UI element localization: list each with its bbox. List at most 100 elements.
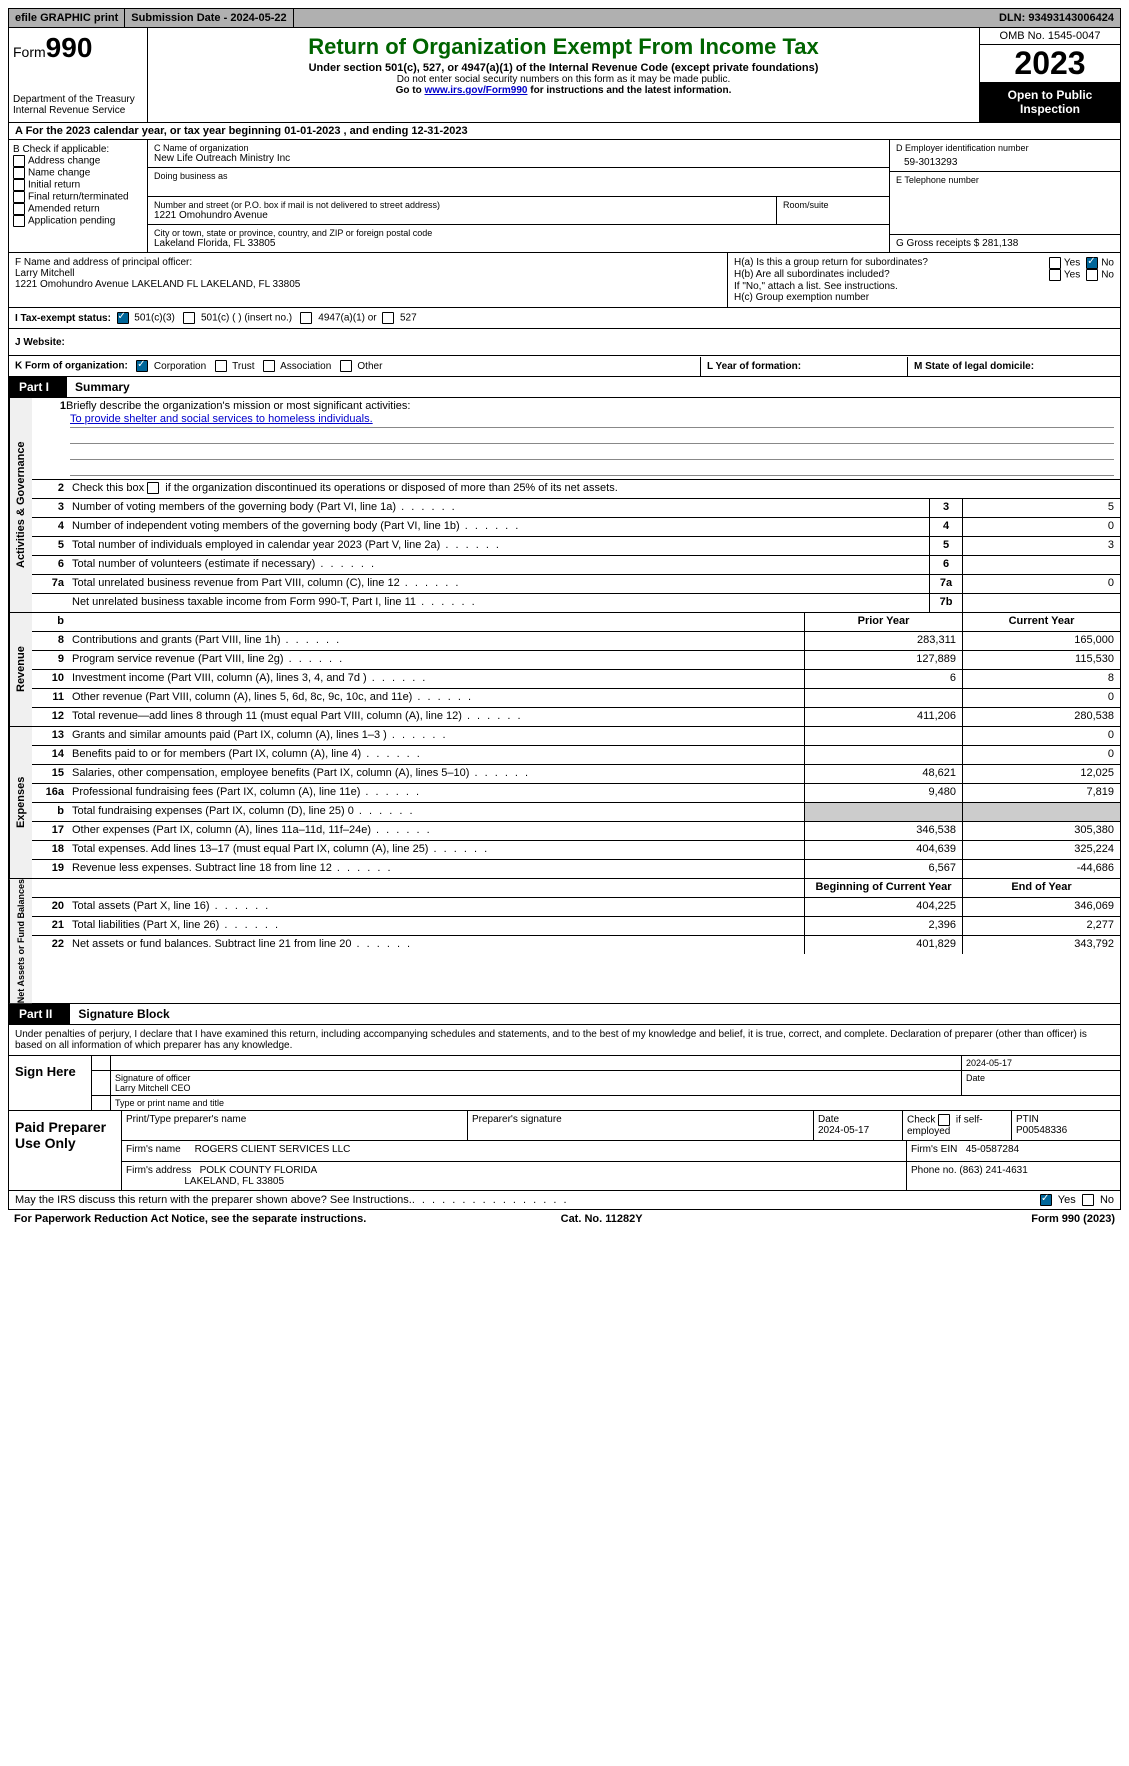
cb-other[interactable]: Other — [340, 361, 383, 372]
form-subtitle: Under section 501(c), 527, or 4947(a)(1)… — [152, 62, 975, 74]
cb-assoc[interactable]: Association — [263, 361, 331, 372]
form-number: Form990 — [13, 32, 143, 64]
header-mid: Return of Organization Exempt From Incom… — [148, 28, 979, 122]
paid-preparer-label: Paid Preparer Use Only — [9, 1111, 122, 1190]
table-row: 22Net assets or fund balances. Subtract … — [32, 936, 1120, 954]
firm-ein: 45-0587284 — [966, 1144, 1019, 1155]
irs-link[interactable]: www.irs.gov/Form990 — [424, 85, 527, 96]
firm-addr2: LAKELAND, FL 33805 — [184, 1176, 284, 1187]
table-row: 6Total number of volunteers (estimate if… — [32, 556, 1120, 575]
omb-number: OMB No. 1545-0047 — [980, 28, 1120, 45]
cb-corp[interactable]: Corporation — [136, 361, 206, 372]
form-header: Form990 Department of the Treasury Inter… — [8, 28, 1121, 123]
vlabel-expenses: Expenses — [9, 727, 32, 878]
section-klm: K Form of organization: Corporation Trus… — [9, 355, 1120, 376]
header-right: OMB No. 1545-0047 2023 Open to Public In… — [979, 28, 1120, 122]
section-i: I Tax-exempt status: 501(c)(3) 501(c) ( … — [9, 307, 1120, 328]
discuss-no[interactable]: No — [1082, 1194, 1114, 1206]
efile-print[interactable]: efile GRAPHIC print — [9, 9, 125, 27]
sign-date: 2024-05-17 — [962, 1056, 1120, 1070]
cat-no: Cat. No. 11282Y — [561, 1213, 643, 1225]
table-row: 14Benefits paid to or for members (Part … — [32, 746, 1120, 765]
goto-note: Go to www.irs.gov/Form990 for instructio… — [152, 85, 975, 96]
cb-discontinued[interactable] — [147, 482, 159, 494]
officer-addr: 1221 Omohundro Avenue LAKELAND FL LAKELA… — [15, 279, 721, 290]
hb-no[interactable]: No — [1086, 269, 1114, 281]
current-year-header: Current Year — [962, 613, 1120, 631]
form-title: Return of Organization Exempt From Incom… — [152, 34, 975, 60]
table-row: 12Total revenue—add lines 8 through 11 (… — [32, 708, 1120, 726]
officer-name: Larry Mitchell — [15, 268, 721, 279]
cb-527[interactable]: 527 — [382, 312, 416, 324]
ssn-note: Do not enter social security numbers on … — [152, 74, 975, 85]
table-row: 16aProfessional fundraising fees (Part I… — [32, 784, 1120, 803]
begin-year-header: Beginning of Current Year — [804, 879, 962, 897]
table-row: 8Contributions and grants (Part VIII, li… — [32, 632, 1120, 651]
vlabel-netassets: Net Assets or Fund Balances — [9, 879, 32, 1003]
table-row: Net unrelated business taxable income fr… — [32, 594, 1120, 612]
perjury-statement: Under penalties of perjury, I declare th… — [9, 1025, 1120, 1055]
section-h: H(a) Is this a group return for subordin… — [728, 253, 1120, 307]
cb-amended[interactable]: Amended return — [13, 203, 143, 215]
street-address: 1221 Omohundro Avenue — [154, 210, 770, 221]
signature-block: Under penalties of perjury, I declare th… — [8, 1025, 1121, 1111]
cb-4947[interactable]: 4947(a)(1) or — [300, 312, 376, 324]
part2-header: Part II Signature Block — [8, 1004, 1121, 1025]
dept-treasury: Department of the Treasury Internal Reve… — [13, 94, 143, 116]
table-row: 9Program service revenue (Part VIII, lin… — [32, 651, 1120, 670]
gross-receipts: 281,138 — [982, 238, 1018, 249]
entity-block: A For the 2023 calendar year, or tax yea… — [8, 123, 1121, 377]
dln: DLN: 93493143006424 — [993, 9, 1120, 27]
submission-date: Submission Date - 2024-05-22 — [125, 9, 293, 27]
end-year-header: End of Year — [962, 879, 1120, 897]
section-c: C Name of organization New Life Outreach… — [148, 140, 889, 252]
prior-year-header: Prior Year — [804, 613, 962, 631]
ha-yes[interactable]: Yes — [1049, 257, 1080, 269]
table-row: 7aTotal unrelated business revenue from … — [32, 575, 1120, 594]
cb-name[interactable]: Name change — [13, 167, 143, 179]
cb-501c[interactable]: 501(c) ( ) (insert no.) — [183, 312, 292, 324]
discuss-row: May the IRS discuss this return with the… — [8, 1191, 1121, 1210]
footer: For Paperwork Reduction Act Notice, see … — [8, 1210, 1121, 1228]
ha-no[interactable]: No — [1086, 257, 1114, 269]
open-inspection: Open to Public Inspection — [980, 82, 1120, 122]
table-row: bTotal fundraising expenses (Part IX, co… — [32, 803, 1120, 822]
vlabel-revenue: Revenue — [9, 613, 32, 726]
header-left: Form990 Department of the Treasury Inter… — [9, 28, 148, 122]
paid-preparer: Paid Preparer Use Only Print/Type prepar… — [8, 1111, 1121, 1191]
table-row: 13Grants and similar amounts paid (Part … — [32, 727, 1120, 746]
section-f: F Name and address of principal officer:… — [9, 253, 728, 307]
table-row: 19Revenue less expenses. Subtract line 1… — [32, 860, 1120, 878]
cb-initial[interactable]: Initial return — [13, 179, 143, 191]
firm-phone: (863) 241-4631 — [959, 1165, 1027, 1176]
org-name: New Life Outreach Ministry Inc — [154, 153, 883, 164]
governance-section: Activities & Governance 1 Briefly descri… — [8, 398, 1121, 613]
year-formation: L Year of formation: — [707, 361, 801, 372]
revenue-section: Revenue b Prior Year Current Year 8Contr… — [8, 613, 1121, 727]
section-b: B Check if applicable: Address change Na… — [9, 140, 148, 252]
table-row: 5Total number of individuals employed in… — [32, 537, 1120, 556]
sign-here-label: Sign Here — [9, 1056, 92, 1110]
firm-name: ROGERS CLIENT SERVICES LLC — [195, 1144, 351, 1155]
table-row: 20Total assets (Part X, line 16)404,2253… — [32, 898, 1120, 917]
city-state-zip: Lakeland Florida, FL 33805 — [154, 238, 883, 249]
paperwork-notice: For Paperwork Reduction Act Notice, see … — [14, 1213, 366, 1225]
firm-addr1: POLK COUNTY FLORIDA — [200, 1165, 318, 1176]
cb-address[interactable]: Address change — [13, 155, 143, 167]
cb-self-employed[interactable] — [938, 1114, 950, 1126]
table-row: 21Total liabilities (Part X, line 26)2,3… — [32, 917, 1120, 936]
cb-pending[interactable]: Application pending — [13, 215, 143, 227]
table-row: 18Total expenses. Add lines 13–17 (must … — [32, 841, 1120, 860]
section-j: J Website: — [9, 328, 1120, 355]
cb-501c3[interactable]: 501(c)(3) — [117, 312, 175, 324]
state-domicile: M State of legal domicile: — [914, 361, 1034, 372]
table-row: 10Investment income (Part VIII, column (… — [32, 670, 1120, 689]
top-bar: efile GRAPHIC print Submission Date - 20… — [8, 8, 1121, 28]
section-a: A For the 2023 calendar year, or tax yea… — [9, 123, 1120, 140]
cb-trust[interactable]: Trust — [215, 361, 255, 372]
netassets-section: Net Assets or Fund Balances Beginning of… — [8, 879, 1121, 1004]
hb-yes[interactable]: Yes — [1049, 269, 1080, 281]
discuss-yes[interactable]: Yes — [1040, 1194, 1076, 1206]
cb-final[interactable]: Final return/terminated — [13, 191, 143, 203]
prep-date: 2024-05-17 — [818, 1125, 869, 1136]
